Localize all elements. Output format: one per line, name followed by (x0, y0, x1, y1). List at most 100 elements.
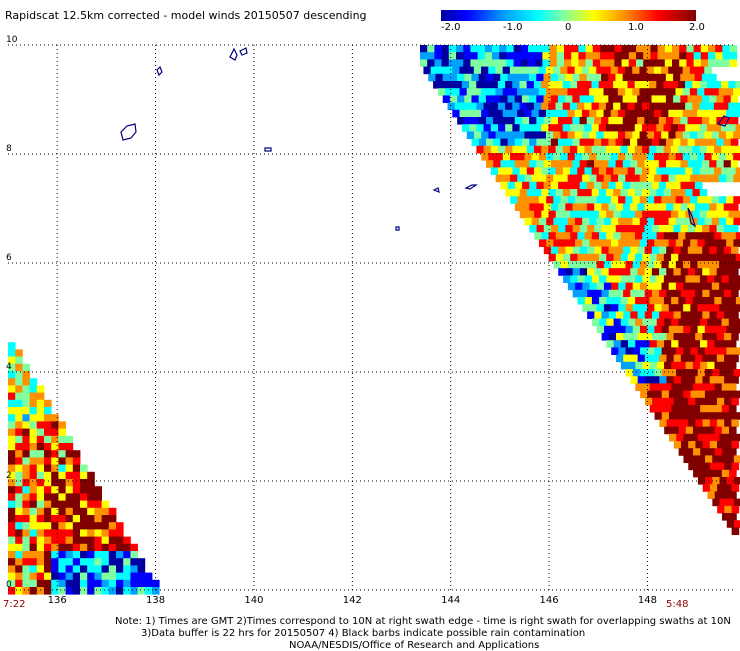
swath-cell (529, 73, 537, 82)
swath-cell (22, 536, 30, 545)
swath-cell (726, 325, 734, 334)
swath-cell (553, 239, 562, 247)
swath-cell (519, 210, 528, 219)
swath-cell (493, 138, 501, 147)
swath-cell (80, 543, 88, 552)
swath-cell (639, 261, 648, 269)
swath-cell (682, 88, 691, 96)
swath-cell (716, 225, 725, 233)
swath-cell (529, 203, 537, 211)
swath-cell (644, 246, 653, 255)
swath-cell (640, 390, 648, 399)
swath-cell (51, 543, 59, 552)
swath-cell (709, 289, 718, 298)
swath-cell (557, 73, 566, 82)
swath-cell (493, 160, 501, 168)
swath-cell (44, 428, 52, 437)
swath-cell (697, 433, 706, 442)
swath-cell (531, 88, 540, 96)
swath-cell (29, 471, 38, 480)
swath-cell (36, 507, 45, 516)
note-line-3: NOAA/NESDIS/Office of Research and Appli… (289, 640, 540, 651)
swath-cell (728, 81, 736, 89)
swath-cell (635, 275, 643, 283)
swath-cell (644, 354, 653, 363)
swath-cell (628, 361, 636, 370)
swath-cell (594, 181, 602, 190)
swath-cell (630, 160, 638, 168)
swath-cell (709, 117, 717, 125)
swath-cell (670, 210, 679, 219)
swath-cell (634, 232, 643, 240)
swath-cell (579, 95, 588, 103)
swath-cell (598, 232, 607, 240)
swath-cell (557, 95, 566, 103)
swath-cell (675, 239, 684, 247)
swath-cell (594, 268, 602, 276)
colorbar-label-min: -2.0 (441, 22, 461, 33)
swath-cell (558, 225, 566, 233)
swath-cell (58, 471, 66, 480)
swath-cell (464, 117, 472, 125)
swath-cell (524, 217, 533, 226)
swath-cell (87, 579, 95, 588)
swath-cell (642, 318, 650, 327)
swath-cell (543, 181, 552, 190)
swath-cell (550, 181, 559, 190)
swath-cell (586, 117, 595, 125)
swath-cell (478, 95, 487, 103)
swath-cell (553, 217, 561, 226)
swath-cell (714, 361, 723, 370)
swath-cell (719, 369, 727, 377)
swath-cell (601, 73, 609, 82)
swath-cell (711, 196, 720, 204)
swath-cell (531, 131, 540, 139)
swath-cell (651, 203, 660, 211)
swath-cell (506, 52, 514, 60)
swath-cell (80, 507, 88, 516)
swath-cell (697, 261, 706, 269)
swath-cell (620, 167, 629, 175)
swath-cell (676, 433, 684, 442)
swath-cell (8, 515, 16, 523)
swath-cell (728, 102, 736, 111)
swath-cell (420, 45, 428, 53)
swath-cell (108, 543, 117, 552)
swath-cell (695, 354, 703, 363)
swath-cell (625, 261, 634, 269)
swath-cell (729, 513, 737, 521)
swath-cell (572, 160, 581, 168)
swath-cell (579, 246, 588, 255)
swath-cell (15, 457, 23, 465)
swath-cell (29, 407, 38, 415)
swath-cell (695, 333, 703, 341)
swath-cell (623, 333, 631, 341)
note-line-1: Note: 1) Times are GMT 2)Times correspon… (115, 616, 731, 627)
swath-cell (578, 52, 586, 60)
swath-cell (680, 311, 689, 319)
swath-cell (87, 529, 95, 537)
swath-cell (8, 443, 16, 451)
swath-cell (719, 325, 727, 334)
swath-cell (541, 81, 549, 89)
swath-cell (584, 189, 593, 197)
swath-cell (642, 275, 650, 283)
swath-cell (589, 66, 597, 75)
swath-cell (694, 160, 703, 168)
swath-cell (697, 174, 705, 183)
swath-cell (526, 189, 535, 197)
swath-cell (671, 253, 679, 262)
swath-cell (502, 66, 511, 75)
swath-cell (558, 268, 566, 276)
swath-cell (560, 174, 569, 183)
swath-cell (538, 131, 547, 139)
swath-cell (658, 95, 667, 103)
swath-cell (627, 318, 636, 327)
swath-cell (437, 88, 446, 96)
swath-cell (647, 239, 655, 247)
swath-cell (65, 565, 74, 573)
swath-cell (690, 390, 699, 399)
swath-cell (719, 390, 727, 399)
swath-cell (471, 95, 480, 103)
swath-cell (623, 268, 631, 276)
